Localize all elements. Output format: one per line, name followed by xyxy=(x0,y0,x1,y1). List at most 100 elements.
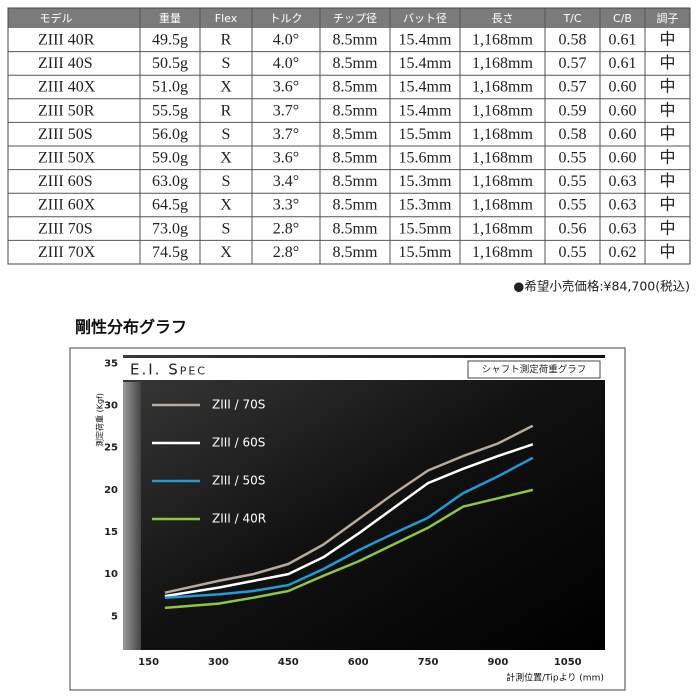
table-cell: ZIII 50R xyxy=(38,102,95,119)
table-cell: ZIII 40X xyxy=(38,79,96,96)
table-cell: 0.60 xyxy=(609,126,637,143)
axis-strip xyxy=(123,382,141,650)
header-cell: 長さ xyxy=(492,12,514,25)
table-cell: 8.5mm xyxy=(333,79,378,96)
table-cell: 64.5g xyxy=(152,197,188,214)
table-cell: R xyxy=(221,102,232,119)
chart-subtitle: シャフト測定荷重グラフ xyxy=(482,364,587,376)
table-cell: 3.6° xyxy=(273,79,299,96)
table-cell: 51.0g xyxy=(152,79,188,96)
table-cell: 0.55 xyxy=(559,244,587,261)
x-tick-label: 450 xyxy=(278,657,299,668)
table-cell: 3.3° xyxy=(273,197,299,214)
section-title: 剛性分布グラフ xyxy=(75,318,187,337)
series-line xyxy=(164,424,534,594)
table-cell: X xyxy=(220,79,232,96)
table-cell: 0.55 xyxy=(559,149,587,166)
y-tick-label: 25 xyxy=(104,443,118,454)
table-cell: 中 xyxy=(659,101,675,119)
table-cell: 8.5mm xyxy=(333,173,378,190)
table-cell: 0.55 xyxy=(559,173,587,190)
x-tick-label: 300 xyxy=(208,657,229,668)
header-cell: トルク xyxy=(270,12,303,25)
header-cell: 調子 xyxy=(657,11,679,25)
y-tick-label: 20 xyxy=(104,485,118,496)
table-cell: 3.7° xyxy=(273,102,299,119)
table-cell: 0.59 xyxy=(559,102,587,119)
table-cell: 1,168mm xyxy=(472,79,533,96)
table-cell: 0.60 xyxy=(609,79,637,96)
table-cell: 63.0g xyxy=(152,173,188,190)
plot-area xyxy=(123,355,605,650)
legend-label: ZIII / 70S xyxy=(212,398,265,412)
table-cell: ZIII 40S xyxy=(38,55,93,72)
table-cell: 中 xyxy=(659,148,675,166)
table-cell: 中 xyxy=(659,54,675,72)
table-cell: 8.5mm xyxy=(333,149,378,166)
table-cell: 74.5g xyxy=(152,244,188,261)
x-tick-label: 1050 xyxy=(554,657,582,668)
table-cell: 2.8° xyxy=(273,220,299,237)
y-tick-label: 5 xyxy=(111,611,118,622)
table-cell: 15.4mm xyxy=(399,31,452,48)
table-cell: 中 xyxy=(659,172,675,190)
table-cell: 1,168mm xyxy=(472,149,533,166)
table-cell: 50.5g xyxy=(152,55,188,72)
table-cell: ZIII 70S xyxy=(38,220,93,237)
table-cell: 15.5mm xyxy=(399,220,452,237)
table-cell: 49.5g xyxy=(152,31,188,48)
table-cell: ZIII 50X xyxy=(38,149,96,166)
table-cell: 中 xyxy=(659,243,675,261)
table-cell: 0.61 xyxy=(609,31,637,48)
table-cell: 4.0° xyxy=(273,31,299,48)
table-cell: S xyxy=(222,55,231,72)
table-cell: 0.62 xyxy=(609,244,637,261)
table-cell: 2.8° xyxy=(273,244,299,261)
header-cell: モデル xyxy=(40,11,73,25)
table-cell: 1,168mm xyxy=(472,173,533,190)
table-cell: 0.60 xyxy=(609,149,637,166)
table-cell: X xyxy=(220,244,232,261)
table-cell: 1,168mm xyxy=(472,197,533,214)
table-cell: 1,168mm xyxy=(472,220,533,237)
table-cell: 15.3mm xyxy=(399,197,452,214)
header-cell: バット径 xyxy=(403,12,447,25)
table-cell: 中 xyxy=(659,196,675,214)
header-cell: Flex xyxy=(215,12,238,25)
series-line xyxy=(164,456,534,599)
table-cell: 8.5mm xyxy=(333,197,378,214)
table-cell: 15.5mm xyxy=(399,244,452,261)
y-axis-label: 測定荷重 (Kgf) xyxy=(95,393,105,447)
x-tick-label: 150 xyxy=(138,657,159,668)
table-cell: 3.7° xyxy=(273,126,299,143)
table-cell: 中 xyxy=(659,30,675,48)
table-cell: 56.0g xyxy=(152,126,188,143)
table-cell: 0.63 xyxy=(609,197,637,214)
table-cell: 0.57 xyxy=(559,55,587,72)
price: ●希望小売価格:¥84,700(税込) xyxy=(513,279,690,294)
table-cell: 15.6mm xyxy=(399,149,452,166)
table-cell: 55.5g xyxy=(152,102,188,119)
table-cell: 中 xyxy=(659,78,675,96)
table-cell: 0.55 xyxy=(559,197,587,214)
subtitle-box xyxy=(467,360,601,379)
table-cell: 1,168mm xyxy=(472,126,533,143)
table-cell: 中 xyxy=(659,219,675,237)
table-cell: 1,168mm xyxy=(472,244,533,261)
table-cell: 59.0g xyxy=(152,149,188,166)
table-cell: 0.57 xyxy=(559,79,587,96)
y-tick-label: 15 xyxy=(104,527,118,538)
header-cell: チップ径 xyxy=(333,12,377,25)
table-cell: 73.0g xyxy=(152,220,188,237)
header-cell: T/C xyxy=(562,12,581,25)
table-cell: X xyxy=(220,149,232,166)
table-cell: ZIII 60S xyxy=(38,173,93,190)
table-cell: 0.63 xyxy=(609,220,637,237)
table-cell: X xyxy=(220,197,232,214)
table-cell: S xyxy=(222,173,231,190)
table-cell: 1,168mm xyxy=(472,31,533,48)
table-cell: ZIII 70X xyxy=(38,244,96,261)
table-cell: ZIII 60X xyxy=(38,197,96,214)
